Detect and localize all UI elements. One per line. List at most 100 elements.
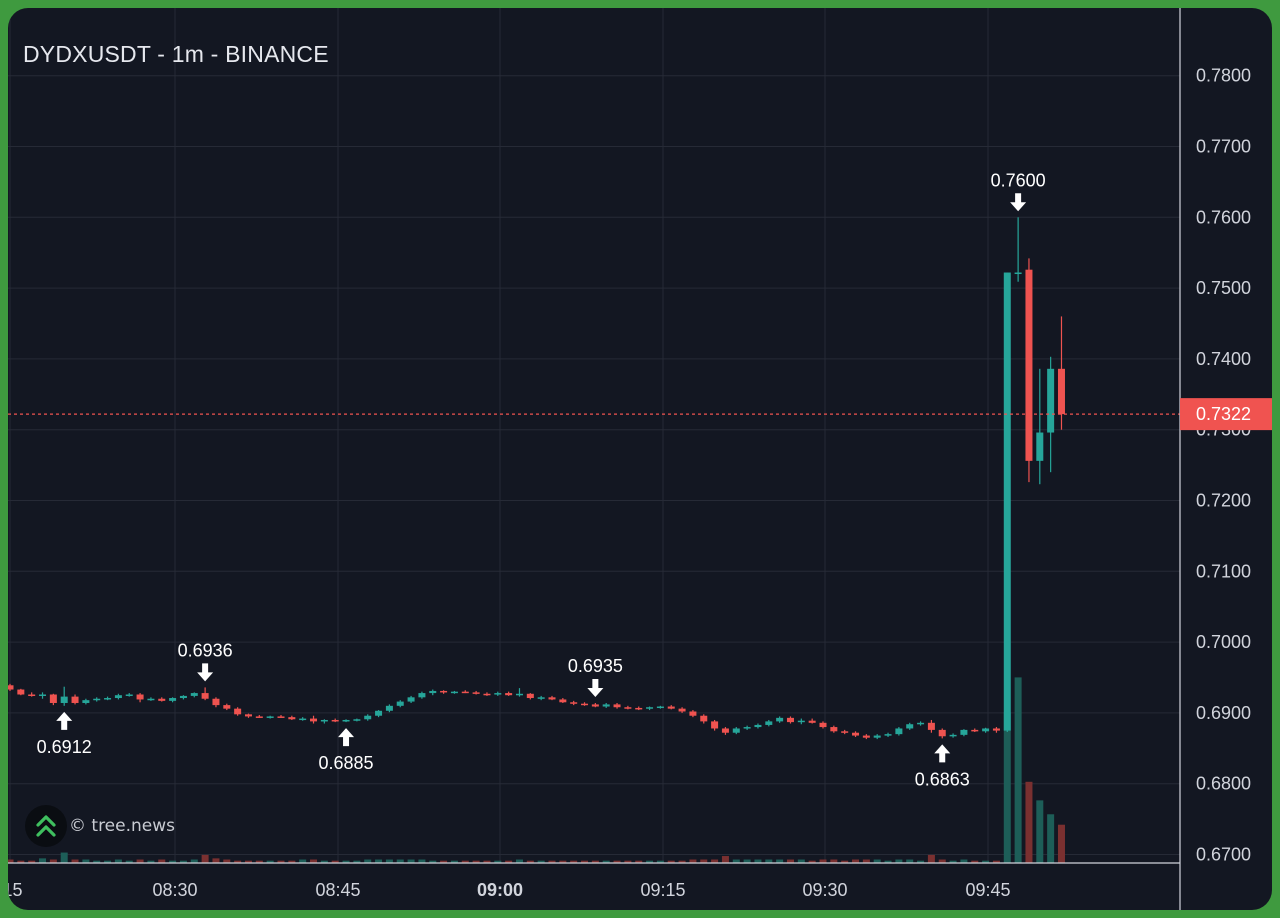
- candle: [353, 718, 361, 722]
- volume-bar: [992, 860, 1000, 863]
- candle: [440, 690, 448, 694]
- candle: [299, 717, 307, 721]
- candle-body: [28, 694, 36, 696]
- candle-body: [212, 698, 220, 706]
- candle-body: [971, 729, 979, 732]
- candle: [570, 700, 578, 706]
- volume-bar: [1047, 814, 1055, 863]
- candle: [949, 733, 957, 738]
- candle-body: [906, 724, 914, 729]
- volume-bar: [440, 860, 448, 863]
- candle-body: [17, 689, 25, 695]
- candle-body: [689, 711, 697, 716]
- candle-body: [8, 685, 14, 690]
- volume-bar: [60, 852, 68, 863]
- candle: [461, 690, 469, 694]
- price-annotations: 0.6912 0.6936 0.6885 0.6935 0.6863 0.7600: [37, 170, 1046, 789]
- annotation-label: 0.6935: [568, 656, 623, 676]
- candle: [938, 728, 946, 739]
- candle-body: [158, 698, 166, 701]
- candle-body: [646, 707, 654, 709]
- volume-bar: [776, 859, 784, 863]
- candle-body: [591, 704, 599, 707]
- volume-bar: [288, 860, 296, 863]
- volume-bar: [786, 859, 794, 863]
- candle: [656, 705, 664, 709]
- candle-body: [602, 704, 610, 707]
- candle-body: [960, 729, 968, 735]
- candle: [982, 727, 990, 733]
- candle-body: [494, 693, 502, 695]
- volume-bar: [1014, 677, 1022, 863]
- candle: [255, 715, 263, 718]
- volume-bar: [862, 859, 870, 863]
- volume-bar: [234, 860, 242, 863]
- candle: [895, 727, 903, 736]
- x-tick-label: 08:45: [315, 880, 360, 900]
- last-price-badge: [1180, 398, 1272, 431]
- chart-title: DYDXUSDT - 1m - BINANCE: [23, 41, 329, 67]
- volume-bar: [917, 860, 925, 863]
- candle: [505, 691, 513, 696]
- candle-body: [190, 693, 198, 696]
- candle-body: [938, 729, 946, 737]
- volume-bar: [808, 860, 816, 863]
- volume-bar: [147, 860, 155, 863]
- y-tick-label: 0.7100: [1196, 561, 1251, 581]
- candle: [244, 713, 252, 718]
- candle: [515, 688, 523, 697]
- candle-body: [429, 690, 437, 694]
- candle: [114, 693, 122, 700]
- volume-bar: [310, 859, 318, 863]
- candle-body: [255, 716, 263, 718]
- candle-body: [277, 716, 285, 718]
- volume-bar: [711, 859, 719, 863]
- volume-bar: [212, 858, 220, 863]
- candle-body: [830, 727, 838, 732]
- x-tick-label: 09:15: [640, 880, 685, 900]
- candle-body: [353, 719, 361, 721]
- candle-body: [385, 705, 393, 711]
- annotation-label: 0.6863: [915, 769, 970, 789]
- y-tick-label: 0.7600: [1196, 207, 1251, 227]
- candle-body: [700, 715, 708, 722]
- last-price-label: 0.7322: [1180, 398, 1272, 431]
- annotation-low: 0.6885: [319, 728, 374, 773]
- volume-bar: [570, 860, 578, 863]
- candle-body: [39, 694, 47, 696]
- candle: [646, 706, 654, 711]
- candle: [407, 695, 415, 703]
- candle: [591, 702, 599, 708]
- candle-body: [440, 690, 448, 693]
- candle-body: [873, 735, 881, 738]
- volume-bar: [515, 859, 523, 863]
- candle-body: [862, 735, 870, 738]
- candle: [667, 705, 675, 710]
- candle: [689, 710, 697, 718]
- volume-bar: [743, 859, 751, 863]
- candle-body: [927, 722, 935, 730]
- volume-bar: [190, 859, 198, 863]
- volume-bar: [320, 860, 328, 863]
- arrow-down-icon: [587, 678, 604, 697]
- volume-bar: [1025, 781, 1033, 863]
- volume-bar: [223, 859, 231, 863]
- volume-bar: [841, 860, 849, 863]
- volume-bar: [1003, 712, 1011, 863]
- candle-body: [1025, 269, 1033, 461]
- volume-bar: [39, 858, 47, 863]
- candle: [873, 734, 881, 740]
- candle-body: [450, 691, 458, 694]
- volume-bar: [949, 860, 957, 863]
- candlestick-chart[interactable]: 0.6700 0.6800 0.6900 0.7000 0.7100 0.7200 0.73…: [8, 8, 1272, 910]
- candle: [342, 719, 350, 723]
- candle: [450, 690, 458, 694]
- y-tick-label: 0.7500: [1196, 278, 1251, 298]
- candle: [82, 698, 90, 705]
- candle: [472, 690, 480, 695]
- y-tick-label: 0.6900: [1196, 703, 1251, 723]
- candle-body: [656, 706, 664, 709]
- candle-body: [472, 692, 480, 694]
- candle-body: [375, 710, 383, 716]
- candle: [1025, 258, 1033, 483]
